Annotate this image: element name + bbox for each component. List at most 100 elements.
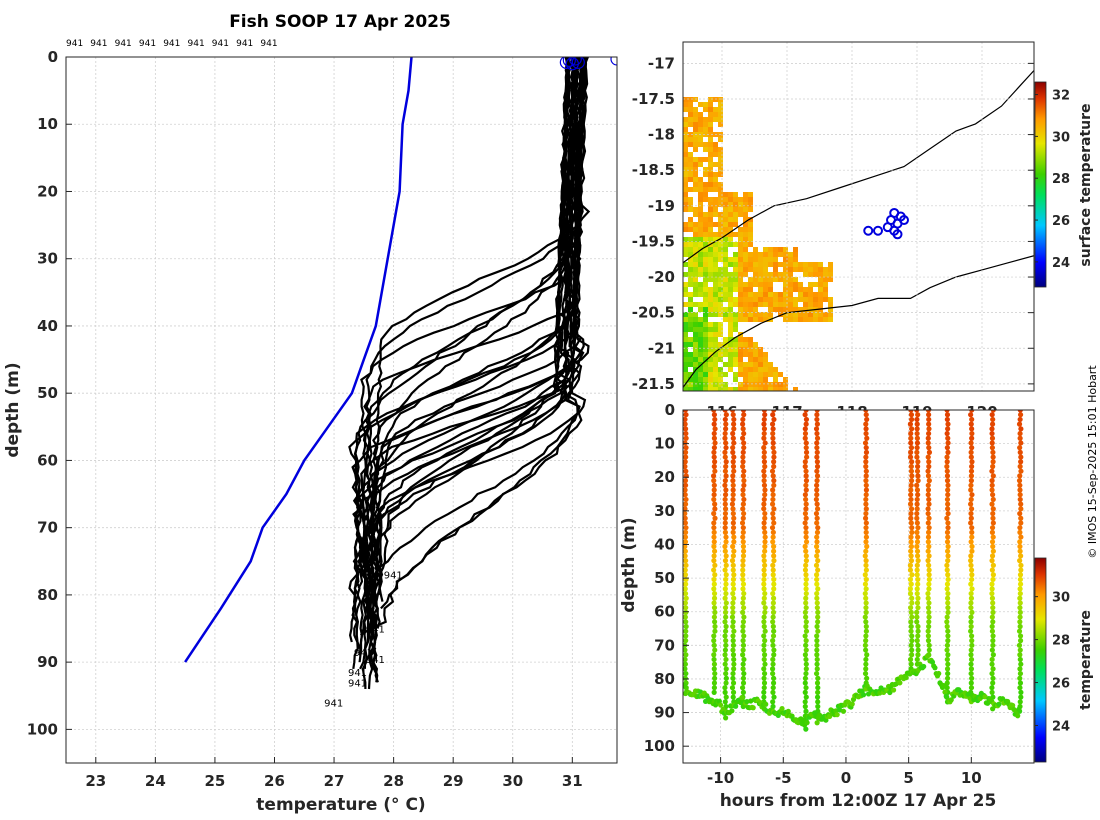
cast-sample (926, 642, 932, 648)
cast-sample (944, 548, 951, 554)
cast-sample (761, 501, 767, 507)
cast-sample (968, 666, 975, 672)
cast-sample (803, 600, 809, 606)
profile-end-label: 941 (348, 678, 367, 689)
sst-cell (763, 282, 768, 287)
cast-sample (723, 675, 729, 681)
sst-cell (808, 312, 813, 317)
cast-sample (968, 501, 974, 507)
sst-cell (693, 327, 698, 332)
cast-sample (722, 609, 729, 615)
sst-cell (723, 382, 728, 387)
sst-cell (773, 272, 778, 277)
sst-cell (818, 272, 823, 277)
sst-cell (693, 212, 698, 217)
map-lat-tick-label: -20 (648, 268, 675, 286)
sst-cell (748, 307, 753, 312)
cast-sample (814, 449, 820, 455)
cast-sample (683, 633, 689, 639)
cast-sample (723, 572, 729, 578)
cast-sample (968, 595, 975, 601)
cast-sample (926, 647, 932, 653)
cast-sample (814, 459, 820, 465)
sst-cell (798, 297, 803, 302)
cast-sample (814, 515, 820, 521)
sst-cell (753, 347, 758, 352)
cast-sample (1018, 661, 1024, 667)
sst-cell (683, 317, 688, 322)
sst-cell (748, 257, 753, 262)
sst-cell (783, 287, 788, 292)
sst-cell (793, 387, 798, 391)
sst-cell (808, 297, 813, 302)
sst-cell (693, 322, 698, 327)
sst-cell (718, 387, 723, 391)
cast-sample (683, 558, 689, 564)
cast-sample (712, 468, 718, 474)
cast-sample (770, 605, 776, 611)
cast-sample (909, 426, 915, 432)
profile-top-label: 941 (236, 39, 253, 49)
cast-sample (968, 581, 974, 587)
profile-top-labels: 941 941 941 941 941 941 941 941 941 (66, 39, 278, 49)
sst-cell (683, 347, 688, 352)
sst-cell (728, 362, 733, 367)
map-lat-tick-label: -21.5 (632, 375, 675, 393)
sst-cell (773, 262, 778, 267)
cast-sample (990, 449, 996, 455)
sst-cell (713, 257, 718, 262)
sst-cell (743, 272, 748, 277)
sst-cell (718, 327, 723, 332)
cast-sample (741, 478, 747, 484)
cast-sample (1017, 410, 1023, 413)
profile-top-label: 941 (188, 39, 205, 49)
cast-sample (731, 656, 737, 663)
profile-lines (348, 57, 591, 690)
cast-sample (730, 506, 736, 512)
cast-sample (740, 487, 746, 493)
cast-sample (761, 468, 767, 474)
cast-sample (908, 445, 915, 451)
sst-cell (763, 317, 768, 322)
cast-sample (1017, 666, 1023, 672)
bottom-sample (860, 692, 867, 698)
sst-cell (793, 257, 798, 262)
cast-sample (814, 680, 821, 686)
sst-cell (683, 327, 688, 332)
cast-sample (1017, 510, 1023, 517)
cast-sample (990, 473, 996, 479)
cast-sample (730, 496, 736, 503)
cast-sample (969, 543, 975, 550)
sst-cell (713, 207, 718, 212)
profile-x-tick-label: 26 (264, 772, 285, 790)
surface-marker (559, 57, 573, 69)
profile-top-label: 941 (163, 39, 180, 49)
sst-cell (718, 322, 723, 327)
cast-sample (814, 661, 820, 667)
sst-cell (703, 142, 708, 147)
cast-sample (731, 628, 737, 634)
cast-sample (907, 421, 914, 427)
cast-sample (711, 421, 717, 427)
sst-cell (708, 157, 713, 162)
sst-cell (703, 322, 708, 327)
cast-sample (926, 412, 932, 418)
cast-sample (863, 421, 869, 427)
sst-cell (698, 267, 703, 272)
sst-cell (713, 147, 718, 152)
cast-sample (740, 642, 747, 648)
sst-cell (743, 247, 748, 252)
sst-cell (698, 367, 703, 372)
sst-cell (688, 312, 693, 317)
bottom-sample (943, 693, 949, 699)
cast-sample (968, 478, 974, 484)
cast-sample (731, 539, 737, 545)
profile-y-tick-label: 60 (37, 451, 58, 469)
sst-cell (753, 317, 758, 322)
cast-sample (862, 590, 868, 597)
sst-cell (713, 142, 718, 147)
cast-sample (722, 605, 729, 611)
cast-sample (730, 694, 736, 700)
cast-sample (762, 510, 768, 517)
